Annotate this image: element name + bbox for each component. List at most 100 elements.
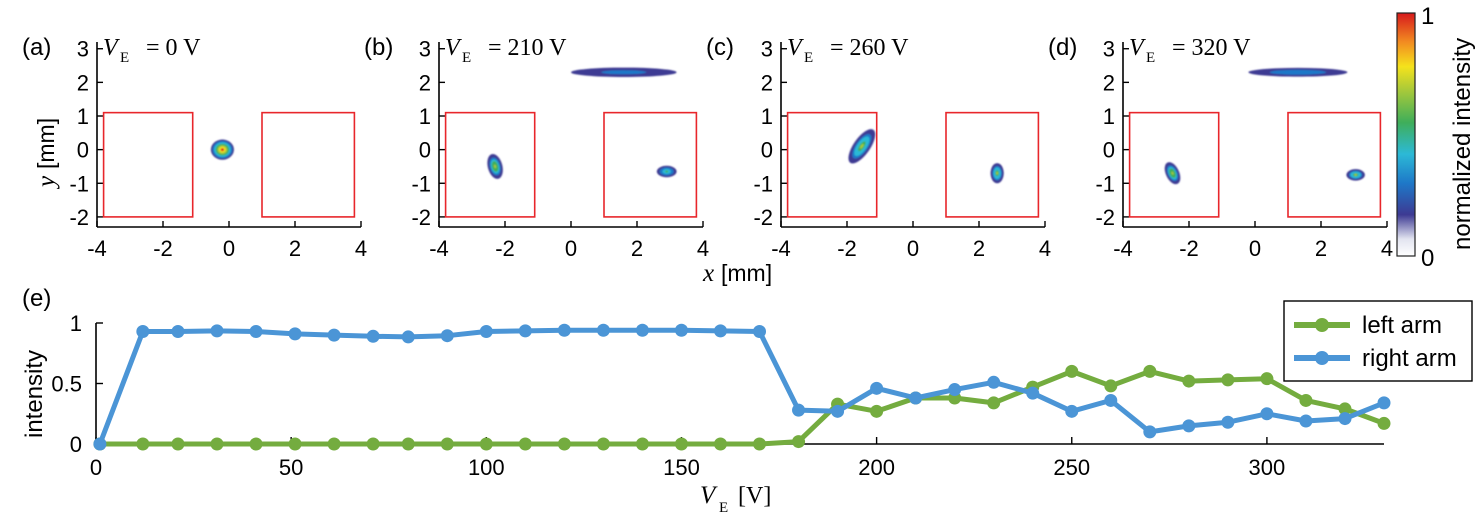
line-plot: 0 0.5 1 0 50 100 150 200 250 300 (51, 311, 1391, 480)
y-tick-label: 1 (70, 311, 82, 336)
data-point-left-arm (479, 437, 493, 451)
x-tick-label: 50 (279, 455, 303, 480)
legend-label-left-arm: left arm (1362, 312, 1442, 339)
x-tick-label: -4 (87, 236, 107, 261)
data-point-left-arm (792, 435, 806, 449)
data-point-left-arm (1260, 372, 1274, 386)
data-point-left-arm (753, 437, 767, 451)
y-tick-label: 0 (77, 138, 89, 163)
panel-c: (c) V E = 260 V 3 2 1 0 -1 -2 -4 -2 0 2 4 (706, 34, 1051, 261)
panel-label: (a) (22, 34, 51, 61)
x-tick-label: -4 (771, 236, 791, 261)
data-point-left-arm (557, 437, 571, 451)
y-tick-label: -1 (753, 171, 773, 196)
panel-label: (d) (1048, 34, 1077, 61)
beam-spot (1248, 67, 1348, 77)
y-tick-label: 2 (419, 70, 431, 95)
y-tick-label: -2 (753, 205, 773, 230)
x-tick-label: 300 (1249, 455, 1286, 480)
data-point-right-arm (948, 383, 962, 397)
data-point-right-arm (440, 329, 454, 343)
beam-spot (656, 165, 677, 178)
legend-marker-left-arm (1315, 318, 1329, 332)
data-point-right-arm (171, 324, 185, 338)
beam-spot (990, 163, 1004, 184)
x-tick-label: 150 (663, 455, 700, 480)
x-tick-label: 2 (973, 236, 985, 261)
panel-label: (b) (364, 34, 393, 61)
roi-left-box (102, 111, 194, 218)
x-tick-label: -4 (429, 236, 449, 261)
ve-subscript: E (1146, 50, 1155, 66)
heatmap-plot: 3 2 1 0 -1 -2 -4 -2 0 2 4 (753, 37, 1051, 261)
roi-right-box (603, 111, 698, 218)
roi-left-box (444, 111, 536, 218)
data-point-right-arm (136, 324, 150, 338)
spot-contour (859, 143, 864, 149)
spot-contour (1354, 173, 1357, 176)
colorbar: 1 0 normalized intensity (1396, 3, 1476, 272)
panel-label: (c) (706, 34, 734, 61)
x-tick-label: -2 (837, 236, 857, 261)
ve-value: = 210 V (488, 35, 567, 61)
panel-title: V E = 210 V (445, 35, 567, 66)
spot-contour (665, 170, 669, 173)
x-tick-label: -4 (1113, 236, 1133, 261)
data-point-right-arm (1221, 415, 1235, 429)
panel-a: (a) V E = 0 V 3 2 1 0 -1 -2 -4 -2 0 2 4 (22, 34, 367, 261)
spot-contour (1290, 71, 1305, 74)
heatmap-plot: 3 2 1 0 -1 -2 -4 -2 0 2 4 (411, 37, 709, 261)
y-tick-label: 3 (419, 37, 431, 62)
data-point-left-arm (288, 437, 302, 451)
x-tick-label: 0 (565, 236, 577, 261)
y-tick-label: -2 (1095, 205, 1115, 230)
data-point-right-arm (674, 323, 688, 337)
data-point-left-arm (136, 437, 150, 451)
data-point-left-arm (210, 437, 224, 451)
beam-spot (1164, 162, 1181, 185)
data-point-right-arm (1182, 419, 1196, 433)
ve-value: = 0 V (146, 35, 201, 61)
ve-symbol: V (1129, 35, 1146, 61)
data-point-right-arm (1026, 386, 1040, 400)
ve-symbol: V (787, 35, 804, 61)
data-point-left-arm (249, 437, 263, 451)
data-point-right-arm (870, 381, 884, 395)
data-point-right-arm (713, 324, 727, 338)
ylabel: intensity (21, 350, 48, 438)
spot-contour (996, 171, 999, 175)
data-point-left-arm (366, 437, 380, 451)
x-tick-label: -2 (153, 236, 173, 261)
data-point-right-arm (1299, 414, 1313, 428)
x-tick-label: -2 (1179, 236, 1199, 261)
top-ylabel: y [mm] (33, 118, 60, 190)
colorbar-label: normalized intensity (1449, 38, 1476, 250)
data-point-left-arm (1299, 393, 1313, 407)
data-point-right-arm (93, 437, 107, 451)
ve-value: = 260 V (830, 35, 909, 61)
data-point-right-arm (1260, 407, 1274, 421)
roi-right-box (261, 111, 356, 218)
data-point-left-arm (987, 396, 1001, 410)
x-tick-label: 2 (1315, 236, 1327, 261)
panel-b: (b) V E = 210 V 3 2 1 0 -1 -2 -4 -2 0 2 4 (364, 34, 709, 261)
y-tick-label: 1 (1103, 104, 1115, 129)
data-point-left-arm (401, 437, 415, 451)
ve-symbol: V (103, 35, 120, 61)
x-tick-label: 4 (1039, 236, 1051, 261)
roi-right-box (1287, 111, 1382, 218)
data-point-right-arm (1338, 412, 1352, 426)
data-point-right-arm (1104, 393, 1118, 407)
data-point-right-arm (635, 323, 649, 337)
xlabel-unit: [mm] (721, 260, 772, 286)
heatmap-plot: 3 2 1 0 -1 -2 -4 -2 0 2 4 (1095, 37, 1393, 261)
y-tick-label: 3 (761, 37, 773, 62)
x-tick-label: -2 (495, 236, 515, 261)
beam-spot (1346, 169, 1365, 181)
spot-contour (616, 71, 632, 74)
y-tick-label: 0.5 (51, 372, 82, 397)
data-point-left-arm (635, 437, 649, 451)
legend: left arm right arm (1283, 300, 1473, 382)
x-tick-label: 0 (223, 236, 235, 261)
xlabel-var: x (702, 260, 714, 287)
